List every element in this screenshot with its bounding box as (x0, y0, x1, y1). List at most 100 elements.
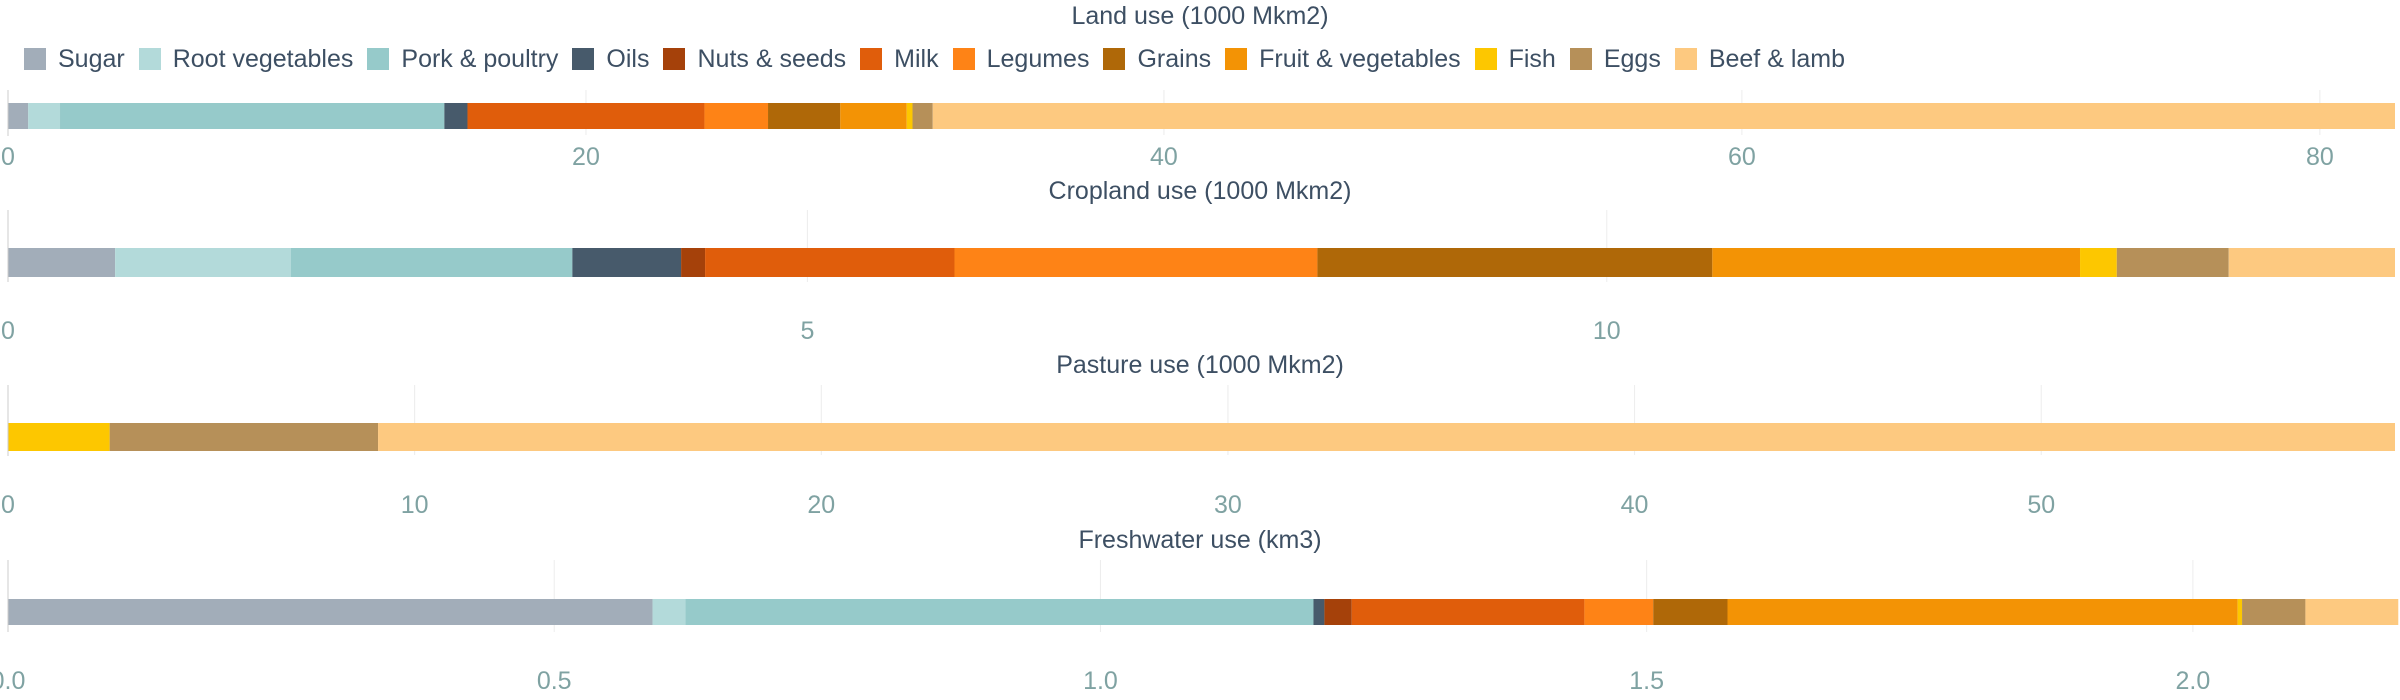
tick-label: 0 (1, 491, 15, 519)
tick-label: 20 (572, 143, 600, 171)
legend-item-root-vegetables[interactable]: Root vegetables (138, 44, 354, 74)
tick-label: 20 (807, 491, 835, 519)
bar-segment-fruit-and-vegetables[interactable] (1712, 248, 2081, 277)
legend-label: Oils (606, 44, 650, 73)
legend-swatch (367, 48, 390, 70)
bar-segment-beef-and-lamb[interactable] (2305, 599, 2399, 625)
legend-swatch (1474, 48, 1497, 70)
bar-segment-nuts-and-seeds[interactable] (1324, 599, 1352, 625)
bar-segment-pork-and-poultry[interactable] (60, 103, 445, 129)
chart-title: Pasture use (1000 Mkm2) (1056, 351, 1344, 379)
legend-item-fish[interactable]: Fish (1474, 44, 1556, 74)
legend-swatch (1674, 48, 1697, 70)
bar-segment-root-vegetables[interactable] (652, 599, 686, 625)
chart-title: Land use (1000 Mkm2) (1071, 2, 1328, 30)
tick-label: 10 (1593, 317, 1621, 345)
bar-segment-grains[interactable] (1653, 599, 1728, 625)
bar-segment-eggs[interactable] (2242, 599, 2306, 625)
legend-label: Beef & lamb (1708, 44, 1846, 73)
tick-label: 0.5 (537, 667, 572, 695)
bar-segment-oils[interactable] (572, 248, 682, 277)
bar-segment-grains[interactable] (768, 103, 841, 129)
legend-swatch (1103, 48, 1126, 70)
legend-label: Sugar (58, 44, 125, 73)
bar-segment-milk[interactable] (705, 248, 955, 277)
bar-segment-eggs[interactable] (912, 103, 933, 129)
bar-segment-milk[interactable] (1351, 599, 1585, 625)
legend-item-milk[interactable]: Milk (860, 44, 939, 74)
legend-item-nuts-and-seeds[interactable]: Nuts & seeds (663, 45, 846, 74)
legend-swatch (24, 48, 46, 70)
bar-segment-eggs[interactable] (109, 423, 379, 451)
legend-item-oils[interactable]: Oils (572, 45, 649, 74)
legend-swatch (952, 48, 975, 70)
legend-item-legumes[interactable]: Legumes (952, 44, 1090, 74)
bar-segment-root-vegetables[interactable] (28, 103, 61, 129)
legend-item-pork-and-poultry[interactable]: Pork & poultry (367, 45, 558, 74)
tick-label: 5 (800, 317, 814, 345)
legend-label: Legumes (986, 44, 1090, 73)
bar-segment-fish[interactable] (8, 423, 110, 451)
tick-label: 40 (1150, 143, 1178, 171)
legend-label: Eggs (1603, 44, 1661, 73)
tick-label: 0 (1, 143, 15, 171)
legend-swatch (1225, 48, 1248, 70)
bar-segment-beef-and-lamb[interactable] (2228, 248, 2395, 277)
legend-swatch (663, 48, 686, 70)
bar-segment-fish[interactable] (2080, 248, 2117, 277)
bar-segment-sugar[interactable] (8, 248, 116, 277)
tick-label: 0.0 (0, 667, 25, 695)
bar-segment-oils[interactable] (444, 103, 468, 129)
tick-label: 40 (1621, 491, 1649, 519)
tick-label: 10 (401, 491, 429, 519)
bar-segment-legumes[interactable] (704, 103, 769, 129)
legend-label: Root vegetables (172, 44, 354, 73)
bar-segment-sugar[interactable] (8, 103, 29, 129)
legend-label: Pork & poultry (401, 44, 559, 73)
bar-segment-fish[interactable] (906, 103, 913, 129)
legend-swatch (1569, 48, 1592, 70)
chart-pasture-use-1000-mkm2: Pasture use (1000 Mkm2) 0 10 20 30 40 50 (1, 351, 2395, 519)
tick-label: 30 (1214, 491, 1242, 519)
legend-swatch (572, 48, 595, 70)
bar-segment-nuts-and-seeds[interactable] (681, 248, 706, 277)
bar-segment-grains[interactable] (1317, 248, 1713, 277)
bar-segment-legumes[interactable] (1584, 599, 1654, 625)
legend-swatch (138, 48, 161, 70)
legend-label: Fish (1508, 44, 1556, 73)
legend-item-grains[interactable]: Grains (1103, 45, 1211, 74)
legend-item-beef-and-lamb[interactable]: Beef & lamb (1674, 44, 1846, 74)
tick-label: 0 (1, 317, 15, 345)
bar-segment-root-vegetables[interactable] (115, 248, 291, 277)
legend-item-fruit-and-vegetables[interactable]: Fruit & vegetables (1225, 45, 1461, 74)
tick-label: 1.0 (1083, 667, 1118, 695)
legend-swatch (860, 48, 883, 70)
bar-segment-fruit-and-vegetables[interactable] (840, 103, 907, 129)
bar-segment-beef-and-lamb[interactable] (932, 103, 2395, 129)
bar-segment-milk[interactable] (467, 103, 705, 129)
chart-cropland-use-1000-mkm2: Cropland use (1000 Mkm2) 0 5 10 (1, 177, 2395, 345)
bar-segment-beef-and-lamb[interactable] (378, 423, 2395, 451)
bar-segment-sugar[interactable] (8, 599, 653, 625)
bar-segment-eggs[interactable] (2116, 248, 2229, 277)
bar-segment-oils[interactable] (1313, 599, 1325, 625)
bar-segment-pork-and-poultry[interactable] (685, 599, 1314, 625)
legend-label: Fruit & vegetables (1259, 44, 1461, 73)
chart-title: Freshwater use (km3) (1078, 526, 1321, 554)
tick-label: 80 (2306, 143, 2334, 171)
bar-segment-legumes[interactable] (954, 248, 1318, 277)
chart-land-use-1000-mkm2: Land use (1000 Mkm2) 0 20 40 60 80 (1, 2, 2395, 171)
tick-label: 50 (2027, 491, 2055, 519)
bar-segment-pork-and-poultry[interactable] (290, 248, 573, 277)
tick-label: 2.0 (2176, 667, 2211, 695)
bar-segment-fish[interactable] (2237, 599, 2243, 625)
legend-item-sugar[interactable]: Sugar (24, 45, 125, 74)
chart-freshwater-use-km3: Freshwater use (km3) 0.0 0.5 1.0 1.5 2.0 (0, 526, 2399, 695)
legend-item-eggs[interactable]: Eggs (1569, 44, 1661, 74)
tick-label: 60 (1728, 143, 1756, 171)
bar-segment-fruit-and-vegetables[interactable] (1727, 599, 2238, 625)
legend-label: Milk (894, 44, 939, 73)
chart-title: Cropland use (1000 Mkm2) (1049, 177, 1352, 205)
chart-legend: Sugar Root vegetables Pork & poultry Oils Nu… (24, 44, 1859, 74)
